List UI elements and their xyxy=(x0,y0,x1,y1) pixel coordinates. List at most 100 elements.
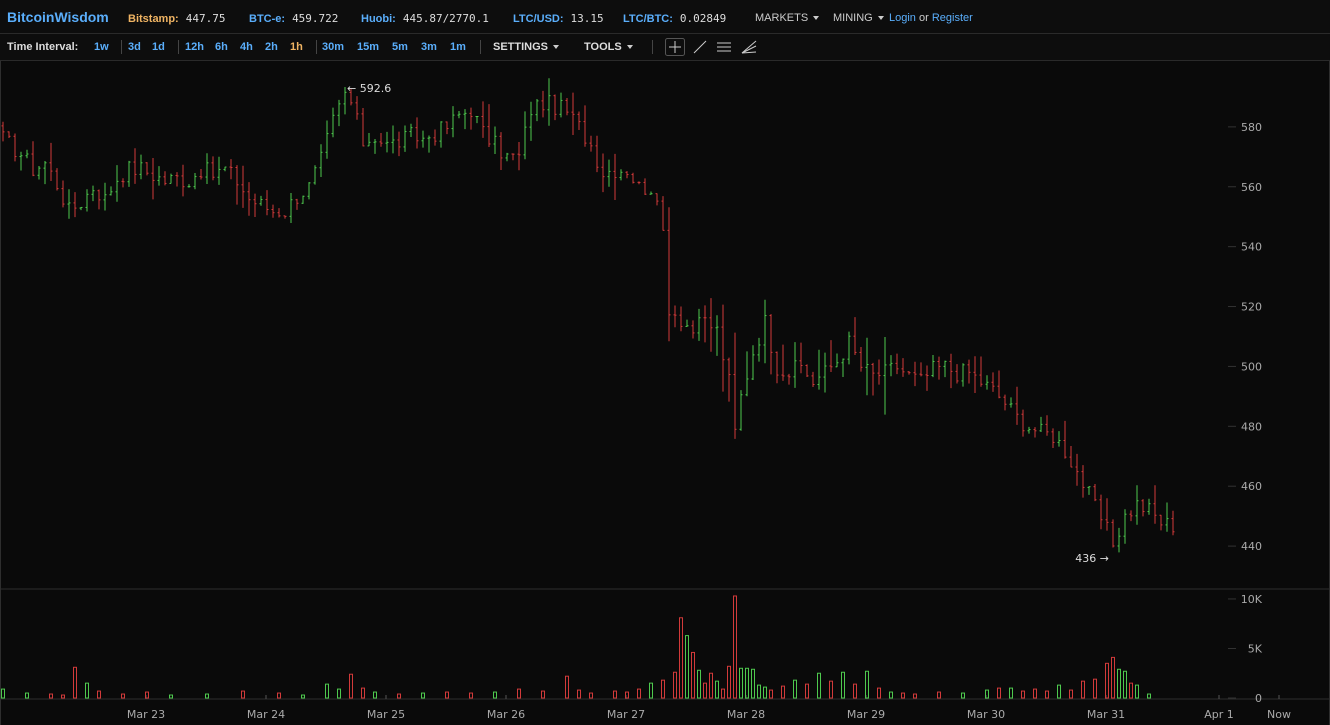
candle-body xyxy=(296,199,298,204)
fan-tool[interactable] xyxy=(739,38,759,56)
candle-body xyxy=(464,113,466,115)
register-link[interactable]: Register xyxy=(931,12,973,24)
candle-body xyxy=(8,131,10,137)
interval-1h[interactable]: 1h xyxy=(290,41,303,53)
volume-bar xyxy=(1147,693,1151,699)
interval-3m[interactable]: 3m xyxy=(421,41,437,53)
tools-menu[interactable]: TOOLS xyxy=(584,41,633,53)
volume-bar xyxy=(1081,680,1085,699)
interval-12h[interactable]: 12h xyxy=(185,41,204,53)
crosshair-tool[interactable] xyxy=(665,38,685,56)
candle-body xyxy=(860,352,862,368)
volume-bar xyxy=(1093,678,1097,699)
parallel-lines-tool[interactable] xyxy=(714,38,734,56)
candle-body xyxy=(32,154,34,176)
volume-bar xyxy=(589,692,593,699)
volume-bar xyxy=(361,687,365,699)
interval-4h[interactable]: 4h xyxy=(240,41,253,53)
ticker-value: 447.75 xyxy=(185,12,226,25)
volume-bar xyxy=(913,693,917,699)
candlestick xyxy=(1117,527,1121,553)
settings-menu[interactable]: SETTINGS xyxy=(493,41,560,53)
candlestick xyxy=(889,355,893,377)
markets-menu[interactable]: MARKETS xyxy=(755,12,820,24)
candle-body xyxy=(68,202,70,205)
interval-1w[interactable]: 1w xyxy=(94,41,109,53)
candle-body xyxy=(260,199,262,204)
candlestick xyxy=(817,349,821,390)
candlestick xyxy=(829,340,833,373)
candlestick xyxy=(913,361,917,387)
candlestick xyxy=(661,196,665,231)
candlestick xyxy=(649,191,653,195)
candle-body xyxy=(290,199,292,217)
volume-bar xyxy=(721,688,725,699)
candlestick xyxy=(205,153,209,184)
candle-body xyxy=(674,314,676,316)
price-chart[interactable]: 440 460 480 500 520 540 560 580 10K 5K 0 Mar 23 Mar … xyxy=(0,61,1330,725)
ticker-huobi[interactable]: Huobi: 445.87/2770.1 xyxy=(361,12,489,25)
candle-body xyxy=(536,100,538,115)
candlestick xyxy=(1069,445,1073,468)
interval-15m[interactable]: 15m xyxy=(357,41,380,53)
candle-body xyxy=(92,190,94,195)
trendline-tool[interactable] xyxy=(690,38,710,56)
candlestick xyxy=(1087,486,1091,495)
candlestick xyxy=(145,162,149,176)
candle-body xyxy=(338,103,340,116)
candlestick xyxy=(793,342,797,388)
candle-body xyxy=(140,162,142,175)
mining-menu[interactable]: MINING xyxy=(833,12,884,24)
volume-bar xyxy=(829,680,833,699)
interval-30m[interactable]: 30m xyxy=(322,41,345,53)
volume-bar xyxy=(997,687,1001,699)
candlestick xyxy=(1033,427,1037,438)
candle-body xyxy=(1022,414,1024,431)
site-logo[interactable]: BitcoinWisdom xyxy=(7,9,109,25)
time-interval-label: Time Interval: xyxy=(7,41,79,53)
candle-body xyxy=(476,116,478,118)
x-tick-label: Apr 1 xyxy=(1204,708,1234,721)
candlestick xyxy=(67,189,71,219)
candlestick xyxy=(499,132,503,171)
ticker-label: LTC/USD: xyxy=(513,13,564,25)
ticker-ltc-usd[interactable]: LTC/USD: 13.15 xyxy=(513,12,604,25)
candle-body xyxy=(620,172,622,178)
candlestick xyxy=(919,362,923,377)
login-link[interactable]: Login xyxy=(889,12,916,24)
candlestick xyxy=(1153,485,1157,524)
ticker-ltc-btc[interactable]: LTC/BTC: 0.02849 xyxy=(623,12,726,25)
candlestick xyxy=(397,131,401,157)
candle-body xyxy=(56,171,58,189)
volume-bar xyxy=(793,679,797,699)
ticker-btce[interactable]: BTC-e: 459.722 xyxy=(249,12,338,25)
interval-1d[interactable]: 1d xyxy=(152,41,165,53)
volume-bar xyxy=(691,651,695,699)
volume-bar xyxy=(349,673,353,699)
candle-body xyxy=(938,361,940,367)
interval-1m[interactable]: 1m xyxy=(450,41,466,53)
candlestick xyxy=(841,358,845,377)
candlestick xyxy=(481,101,485,138)
interval-2h[interactable]: 2h xyxy=(265,41,278,53)
candlestick xyxy=(43,160,47,185)
candlestick xyxy=(763,299,767,364)
candlestick xyxy=(589,135,593,152)
interval-6h[interactable]: 6h xyxy=(215,41,228,53)
candlestick xyxy=(241,165,245,208)
interval-3d[interactable]: 3d xyxy=(128,41,141,53)
interval-5m[interactable]: 5m xyxy=(392,41,408,53)
volume-bar xyxy=(697,669,701,699)
candle-body xyxy=(644,182,646,195)
candle-body xyxy=(326,133,328,153)
candle-body xyxy=(962,364,964,381)
volume-bar xyxy=(205,693,209,699)
candle-body xyxy=(134,162,136,175)
ticker-bitstamp[interactable]: Bitstamp: 447.75 xyxy=(128,12,225,25)
candle-body xyxy=(554,95,556,115)
candle-body xyxy=(500,136,502,158)
candlestick xyxy=(427,135,431,153)
ticker-label: Huobi: xyxy=(361,13,396,25)
candlestick xyxy=(613,153,617,200)
candlestick xyxy=(463,109,467,130)
